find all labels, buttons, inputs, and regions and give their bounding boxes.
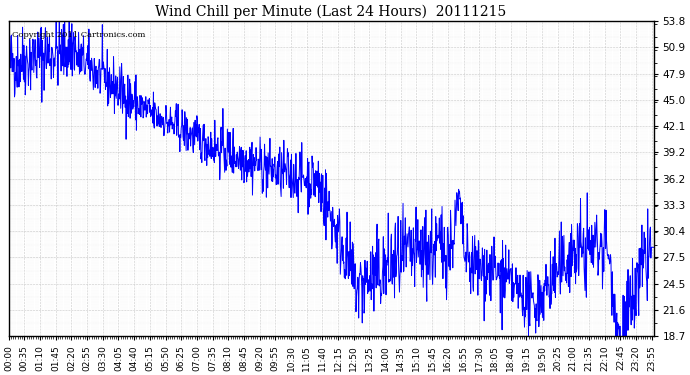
Title: Wind Chill per Minute (Last 24 Hours)  20111215: Wind Chill per Minute (Last 24 Hours) 20…: [155, 4, 506, 18]
Text: Copyright 2011 Cartronics.com: Copyright 2011 Cartronics.com: [12, 30, 146, 39]
